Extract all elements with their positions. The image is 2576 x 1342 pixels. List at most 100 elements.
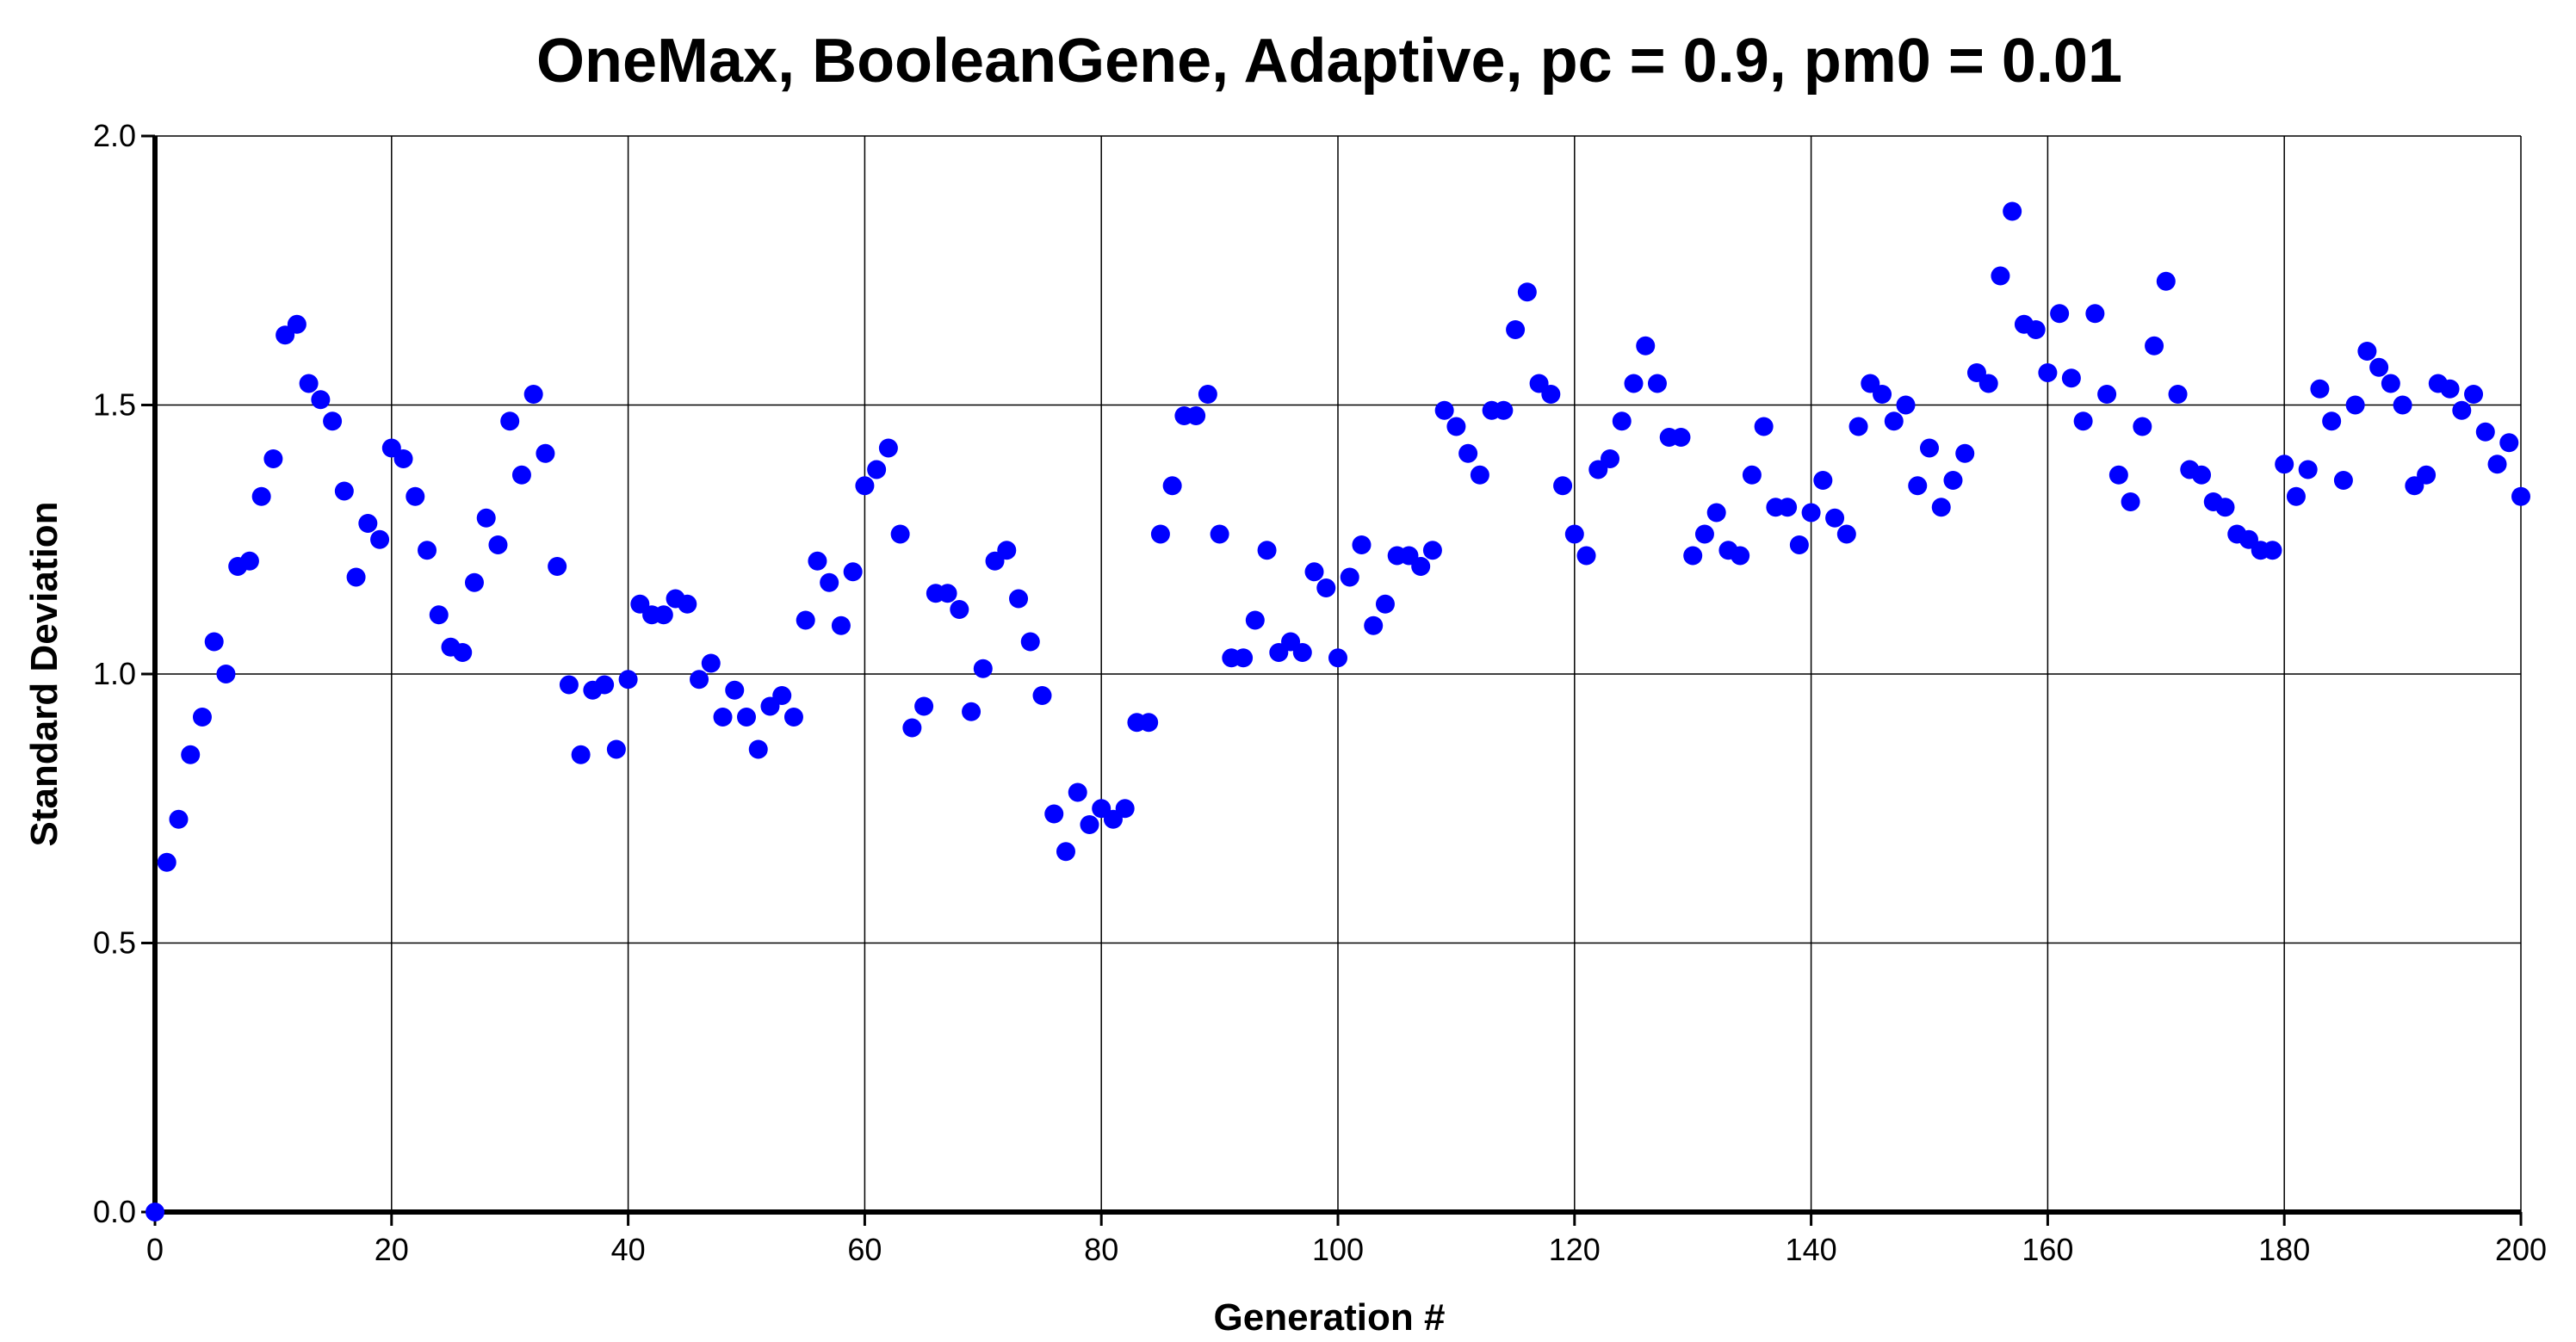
data-point <box>713 708 733 727</box>
data-point <box>1813 471 1833 490</box>
data-point <box>1647 374 1667 393</box>
data-point <box>2168 385 2188 404</box>
data-point <box>1375 594 1395 614</box>
data-point <box>2369 357 2389 377</box>
data-point <box>855 476 875 496</box>
data-point <box>2310 379 2330 399</box>
x-axis-ticks: 0 20 40 60 80 100 120 140 160 180 200 <box>146 1212 2547 1267</box>
data-point <box>606 739 626 759</box>
data-point <box>962 702 981 721</box>
data-point <box>1292 643 1312 662</box>
data-point <box>2511 486 2530 506</box>
y-tick-label: 2.0 <box>93 118 136 153</box>
y-axis-ticks: 0.0 0.5 1.0 1.5 2.0 <box>93 118 155 1229</box>
data-point <box>181 745 201 764</box>
data-point <box>1304 562 1324 582</box>
chart-title: OneMax, BooleanGene, Adaptive, pc = 0.9,… <box>536 27 2122 96</box>
data-point <box>618 670 638 690</box>
data-point <box>2475 422 2495 442</box>
data-point <box>2026 320 2046 339</box>
x-tick-label: 160 <box>2022 1232 2073 1267</box>
data-point <box>2357 342 2377 361</box>
data-point <box>464 572 484 592</box>
data-point <box>157 852 176 872</box>
data-point <box>748 739 768 759</box>
data-point <box>2286 486 2306 506</box>
data-point <box>1020 632 1040 652</box>
data-point <box>523 385 543 404</box>
data-point <box>1234 648 1254 668</box>
data-point <box>1458 443 1478 463</box>
data-point <box>690 670 709 690</box>
y-axis-label: Standard Deviation <box>23 502 65 847</box>
data-point <box>1080 815 1099 834</box>
data-point <box>429 605 449 625</box>
data-point <box>2145 336 2164 356</box>
data-point <box>2333 471 2353 490</box>
data-point <box>1328 648 1347 668</box>
data-point <box>1706 503 1726 523</box>
data-point <box>571 745 591 764</box>
data-point <box>1352 535 1372 554</box>
data-point <box>1908 476 1928 496</box>
x-tick-label: 140 <box>1786 1232 1837 1267</box>
data-point <box>358 514 378 533</box>
data-point <box>1434 400 1454 420</box>
x-tick-label: 40 <box>611 1232 646 1267</box>
x-tick-label: 200 <box>2495 1232 2547 1267</box>
data-point <box>725 680 745 700</box>
data-point <box>1150 524 1170 544</box>
data-point <box>216 665 236 683</box>
data-point <box>1825 508 1845 528</box>
y-tick-label: 0.0 <box>93 1194 136 1229</box>
data-point <box>2003 201 2022 221</box>
data-point <box>701 653 721 673</box>
data-point <box>678 594 697 614</box>
data-point <box>476 508 496 528</box>
data-point <box>536 443 555 463</box>
data-point <box>500 411 520 431</box>
data-point <box>2499 433 2519 453</box>
data-point <box>1754 417 1774 436</box>
data-point <box>1198 385 1217 404</box>
data-point <box>299 374 319 393</box>
data-point <box>1801 503 1821 523</box>
x-tick-label: 0 <box>146 1232 164 1267</box>
data-point <box>511 465 531 485</box>
data-point <box>1955 443 1975 463</box>
x-tick-label: 120 <box>1549 1232 1601 1267</box>
data-point <box>1789 535 1809 554</box>
data-point <box>843 562 863 582</box>
data-point <box>2393 395 2412 415</box>
data-point <box>1044 804 1064 824</box>
data-point <box>1553 476 1573 496</box>
data-point <box>1836 524 1856 544</box>
data-point <box>418 541 437 560</box>
data-point <box>1931 498 1951 517</box>
data-point <box>772 686 792 705</box>
data-point <box>1162 476 1182 496</box>
data-point <box>1624 374 1644 393</box>
data-point <box>346 567 366 587</box>
data-point <box>1422 541 1442 560</box>
x-tick-label: 180 <box>2258 1232 2310 1267</box>
data-point <box>1210 524 1229 544</box>
data-point <box>1920 438 1939 458</box>
data-point <box>2050 304 2070 324</box>
data-point <box>2345 395 2365 415</box>
data-point <box>973 659 993 678</box>
data-point <box>287 314 307 334</box>
data-point <box>548 557 567 576</box>
data-point <box>393 449 413 468</box>
data-point <box>1115 799 1135 819</box>
data-point <box>867 460 887 479</box>
data-point <box>2085 304 2105 324</box>
data-point <box>653 605 673 625</box>
data-point <box>1671 428 1691 447</box>
data-point <box>1778 498 1798 517</box>
data-point <box>2263 541 2282 560</box>
data-point <box>2097 385 2117 404</box>
data-point <box>239 551 259 571</box>
data-point <box>1186 406 1206 425</box>
x-tick-label: 80 <box>1084 1232 1118 1267</box>
